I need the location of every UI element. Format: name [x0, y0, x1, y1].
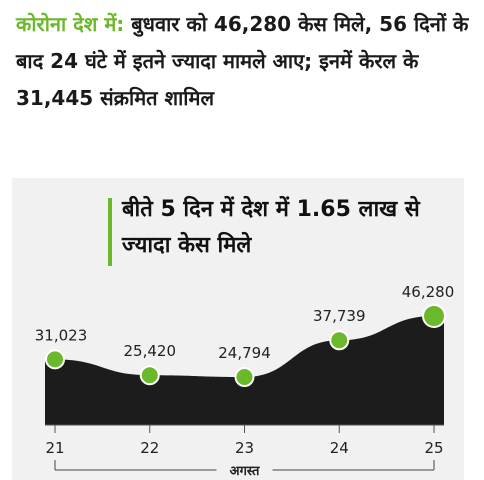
- x-tick-label: 23: [235, 439, 254, 457]
- headline-kicker: कोरोना देश में:: [16, 12, 125, 36]
- data-label: 31,023: [35, 326, 88, 344]
- headline-text: बुधवार को 46,280 केस मिले, 56 दिनों के ब…: [16, 12, 469, 110]
- x-tick-label: 25: [424, 439, 443, 457]
- data-point: [234, 367, 255, 387]
- data-label: 37,739: [313, 307, 366, 325]
- x-tick-label: 24: [330, 439, 349, 457]
- data-point: [329, 330, 350, 351]
- x-axis-label: अगस्त: [230, 464, 260, 479]
- data-label: 24,794: [218, 344, 271, 362]
- data-label: 46,280: [402, 283, 455, 301]
- data-point: [139, 365, 160, 386]
- data-point: [422, 304, 446, 328]
- data-label: 25,420: [124, 342, 177, 360]
- title-accent-bar: [108, 198, 112, 266]
- x-tick-label: 22: [140, 439, 159, 457]
- chart-title: बीते 5 दिन में देश में 1.65 लाख से ज्याद…: [122, 197, 420, 258]
- headline: कोरोना देश में: बुधवार को 46,280 केस मिल…: [16, 6, 472, 117]
- data-point: [45, 349, 65, 370]
- x-tick-label: 21: [45, 439, 64, 457]
